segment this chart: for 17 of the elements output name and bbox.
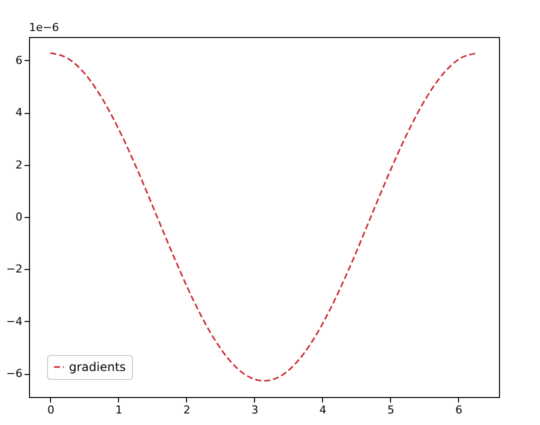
y-tick-label: 2 (16, 158, 22, 172)
y-tick-label: −4 (6, 314, 22, 328)
x-tick-label: 2 (183, 404, 190, 416)
legend-label: gradients (69, 360, 126, 374)
y-tick-label: −2 (6, 262, 22, 276)
x-tick-label: 5 (387, 404, 394, 416)
y-tick-label: 6 (16, 54, 22, 67)
x-tick-label: 3 (251, 404, 258, 416)
x-tick-label: 4 (319, 404, 326, 416)
y-tick-label: 4 (16, 106, 22, 120)
line-series (50, 52, 478, 382)
x-tick-label: 6 (455, 404, 462, 416)
x-tick-label: 0 (47, 404, 54, 416)
x-tick-label: 1 (115, 404, 122, 416)
y-tick-label: 0 (16, 210, 22, 224)
text: 1e−6 (29, 21, 59, 34)
y-tick-label: −6 (6, 367, 22, 380)
